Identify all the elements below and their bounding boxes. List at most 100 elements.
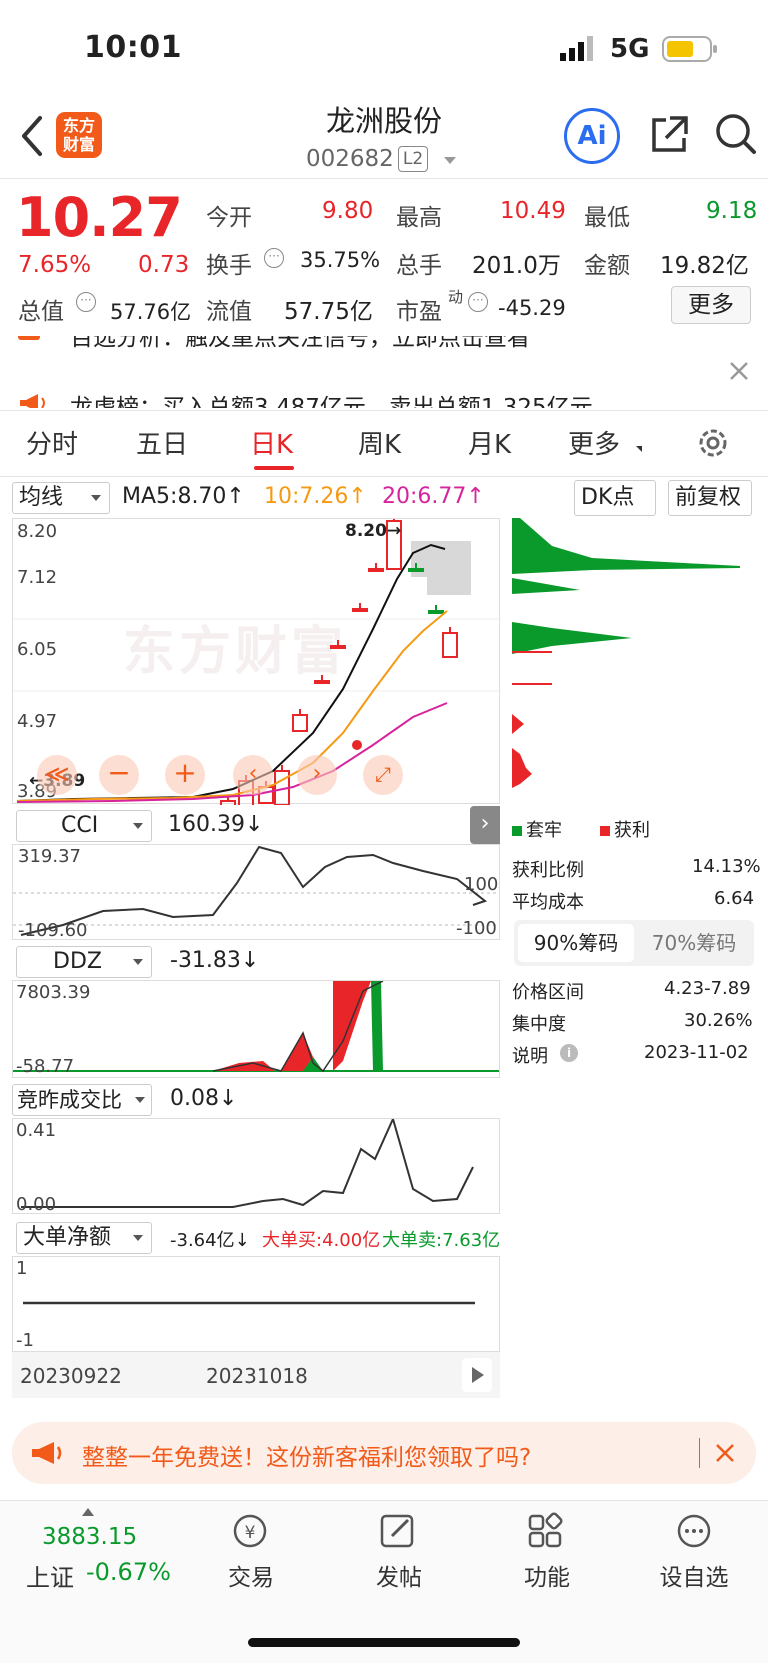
volume-label: 总手 — [396, 253, 442, 279]
high-label: 最高 — [396, 205, 442, 231]
kline-chart[interactable]: 东方财富 8.20 7.12 6.05 4.97 3.89 8.20→ ←3.8… — [12, 518, 501, 805]
function-icon[interactable] — [526, 1512, 566, 1550]
note-label: 说明 — [512, 1046, 548, 1067]
zoom-out-button[interactable]: − — [99, 755, 139, 795]
ddz-label: DDZ — [53, 949, 102, 974]
cci-select[interactable]: CCI — [16, 810, 152, 842]
candle — [292, 714, 308, 732]
chip-trap-top — [512, 518, 740, 574]
chip-trap-lower — [512, 622, 632, 654]
chip-trap-mid — [512, 578, 580, 594]
ma-select-label: 均线 — [19, 485, 64, 510]
step-back-button[interactable]: ‹ — [233, 755, 273, 795]
info-icon[interactable]: ··· — [468, 292, 488, 312]
search-icon[interactable] — [714, 112, 758, 158]
info-icon[interactable]: ··· — [264, 248, 284, 268]
back-icon[interactable] — [18, 114, 48, 158]
ma-select[interactable]: 均线 — [12, 482, 110, 514]
ddz-area — [333, 981, 371, 1071]
big-order-bottom-tick: -1 — [16, 1330, 34, 1351]
change-percent: 7.65% — [18, 252, 92, 278]
more-icon[interactable] — [674, 1512, 714, 1550]
tab-daily-k[interactable]: 日K — [250, 430, 294, 460]
logo-line-2: 财富 — [62, 135, 95, 154]
y-tick-1: 8.20 — [17, 521, 58, 542]
zoom-in-button[interactable]: + — [165, 755, 205, 795]
last-price: 10.27 — [16, 186, 183, 249]
candle — [428, 610, 444, 614]
price-range-value: 4.23-7.89 — [664, 978, 751, 999]
step-forward-button[interactable]: › — [297, 755, 337, 795]
bottom-divider — [0, 1500, 768, 1501]
news-ticker[interactable]: 百选分析：触及重点关注信号，立即点击查看 龙虎榜：买入总额3.487亿元，卖出总… — [0, 336, 768, 408]
avg-cost-value: 6.64 — [714, 888, 755, 909]
tab-more[interactable]: 更多 — [568, 430, 621, 460]
expand-panel-button[interactable]: › — [470, 806, 500, 844]
candle — [330, 645, 346, 649]
big-order-sell: 大单卖:7.63亿 — [382, 1230, 501, 1251]
info-icon[interactable]: ··· — [76, 292, 96, 312]
ma5-value: MA5:8.70↑ — [122, 484, 245, 509]
tab-chip-70[interactable]: 70%筹码 — [651, 931, 737, 955]
bid-ratio-chart — [12, 1118, 500, 1214]
tab-monthly-k[interactable]: 月K — [468, 430, 512, 460]
big-order-label: 大单净额 — [23, 1225, 112, 1250]
low-label: 最低 — [584, 205, 630, 231]
ddz-value: -31.83↓ — [170, 948, 260, 973]
index-value[interactable]: 3883.15 — [42, 1524, 138, 1550]
tab-five-day[interactable]: 五日 — [136, 430, 189, 460]
bid-ratio-select[interactable]: 竞昨成交比 — [12, 1084, 152, 1116]
big-order-select[interactable]: 大单净额 — [16, 1222, 152, 1254]
trap-legend-swatch — [512, 826, 522, 836]
dk-points-button[interactable]: DK点 — [574, 480, 656, 516]
app-logo: 东方 财富 — [56, 112, 102, 158]
ddz-chart — [12, 980, 500, 1078]
index-percent[interactable]: -0.67% — [86, 1558, 171, 1586]
more-corner-icon — [636, 446, 642, 452]
ddz-select[interactable]: DDZ — [16, 946, 152, 978]
dropdown-icon[interactable] — [444, 157, 456, 164]
change-amount: 0.73 — [138, 252, 190, 278]
nav-add-watchlist[interactable]: 设自选 — [659, 1565, 729, 1591]
adjust-label: 前复权 — [675, 485, 742, 510]
ai-button[interactable]: Ai — [564, 108, 620, 164]
cci-bottom-tick: -109.60 — [18, 920, 88, 941]
index-name[interactable]: 上证 — [26, 1564, 74, 1592]
share-icon[interactable] — [648, 114, 690, 156]
level2-badge[interactable]: L2 — [398, 146, 428, 172]
close-icon[interactable] — [728, 360, 750, 382]
ddz-bottom-tick: -58.77 — [16, 1056, 75, 1077]
post-icon[interactable] — [378, 1512, 418, 1550]
trade-icon[interactable]: ¥ — [230, 1512, 270, 1550]
play-button[interactable] — [462, 1358, 492, 1392]
scroll-left-button[interactable]: ≪ — [37, 755, 77, 795]
bid-ratio-line — [21, 1119, 474, 1208]
cci-value: 160.39↓ — [168, 812, 264, 837]
info-icon[interactable]: i — [560, 1044, 578, 1062]
price-adjust-button[interactable]: 前复权 — [668, 480, 752, 516]
candle — [314, 680, 330, 684]
dropdown-icon — [91, 495, 101, 501]
nav-post[interactable]: 发帖 — [376, 1565, 422, 1591]
chip-profit — [512, 748, 532, 788]
fullscreen-icon[interactable]: ⤢ — [363, 755, 403, 795]
tab-intraday[interactable]: 分时 — [26, 430, 79, 460]
chip-profit — [512, 714, 524, 734]
close-icon[interactable] — [714, 1442, 736, 1464]
pe-value: -45.29 — [498, 296, 566, 320]
announce-icon — [18, 336, 40, 340]
y-tick-3: 6.05 — [17, 639, 58, 660]
network-label: 5G — [610, 34, 650, 64]
tab-weekly-k[interactable]: 周K — [358, 430, 402, 460]
more-button[interactable]: 更多 — [671, 286, 751, 324]
ma10-value: 10:7.26↑ — [264, 484, 367, 509]
date-label-1: 20230922 — [20, 1364, 122, 1388]
promo-banner[interactable] — [12, 1422, 756, 1484]
y-tick-2: 7.12 — [17, 567, 58, 588]
concentration-label: 集中度 — [512, 1014, 566, 1035]
settings-icon[interactable] — [696, 426, 730, 460]
nav-function[interactable]: 功能 — [524, 1565, 570, 1591]
nav-trade[interactable]: 交易 — [228, 1565, 274, 1591]
tab-chip-90[interactable]: 90%筹码 — [518, 924, 634, 962]
cci-line — [20, 845, 488, 936]
